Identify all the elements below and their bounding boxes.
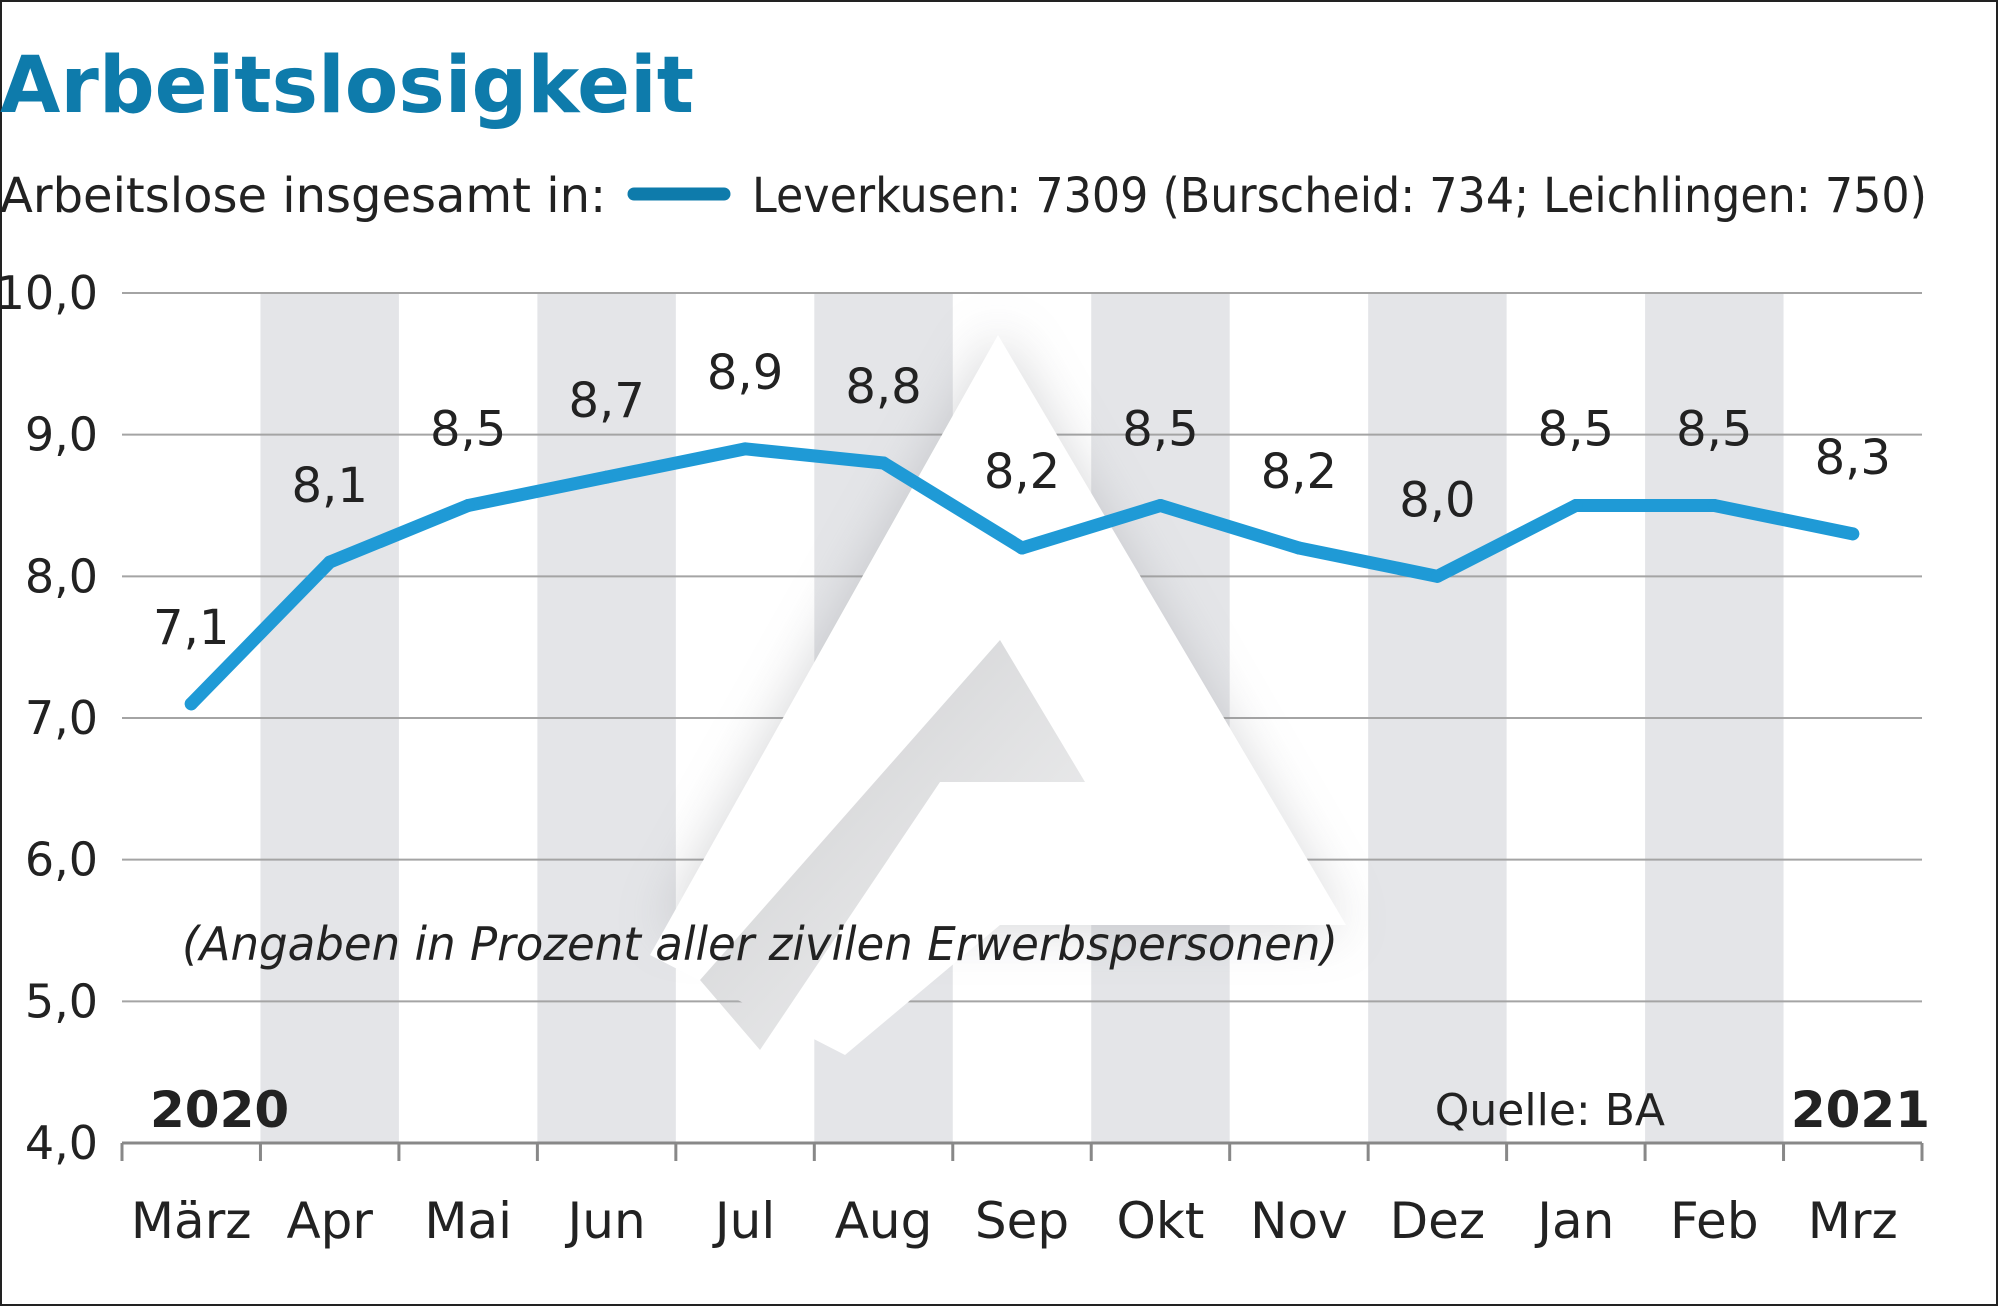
data-label-12: 8,3 <box>1815 430 1891 486</box>
year-start-label: 2020 <box>150 1081 289 1139</box>
chart-title: Arbeitslosigkeit <box>0 41 694 131</box>
data-label-5: 8,8 <box>845 359 921 415</box>
x-tick-label-9: Dez <box>1390 1192 1486 1250</box>
y-tick-label-2: 6,0 <box>25 833 98 887</box>
x-tick-label-5: Aug <box>835 1192 933 1250</box>
data-label-1: 8,1 <box>292 458 368 514</box>
x-tick-label-10: Jan <box>1534 1192 1614 1250</box>
x-tick-label-1: Apr <box>286 1192 373 1250</box>
unit-note: (Angaben in Prozent aller zivilen Erwerb… <box>182 917 1338 971</box>
x-tick-label-4: Jul <box>712 1192 775 1250</box>
data-label-4: 8,9 <box>707 345 783 401</box>
data-label-3: 8,7 <box>568 373 644 429</box>
data-label-0: 7,1 <box>153 600 229 656</box>
data-point-7 <box>1153 499 1167 512</box>
data-label-8: 8,2 <box>1261 444 1337 500</box>
year-end-label: 2021 <box>1791 1081 1930 1139</box>
source-label: Quelle: BA <box>1435 1085 1665 1136</box>
y-tick-label-3: 7,0 <box>25 691 98 745</box>
y-tick-label-0: 4,0 <box>25 1116 98 1170</box>
agency-logo-watermark <box>650 330 1346 1055</box>
data-point-12 <box>1846 527 1860 541</box>
data-point-2 <box>461 499 475 512</box>
data-label-11: 8,5 <box>1676 402 1752 458</box>
data-point-1 <box>323 555 337 569</box>
data-point-3 <box>600 470 614 484</box>
y-tick-label-1: 5,0 <box>25 974 98 1028</box>
y-tick-label-4: 8,0 <box>25 549 98 603</box>
x-tick-label-3: Jun <box>565 1192 646 1250</box>
data-point-6 <box>1015 541 1029 555</box>
x-tick-label-6: Sep <box>975 1192 1069 1250</box>
x-tick-label-12: Mrz <box>1808 1192 1898 1250</box>
y-axis: 4,0 5,0 6,0 7,0 8,0 9,0 10,0 <box>0 266 98 1170</box>
x-tick-label-8: Nov <box>1250 1192 1348 1250</box>
data-label-2: 8,5 <box>430 402 506 458</box>
data-label-9: 8,0 <box>1399 472 1475 528</box>
data-point-8 <box>1292 541 1306 555</box>
data-label-6: 8,2 <box>984 444 1060 500</box>
x-tick-label-0: März <box>131 1192 252 1250</box>
y-tick-label-5: 9,0 <box>25 408 98 462</box>
data-point-5 <box>877 456 891 470</box>
series-leverkusen <box>184 442 1860 711</box>
data-point-10 <box>1569 499 1583 512</box>
x-tick-label-11: Feb <box>1670 1192 1759 1250</box>
y-tick-label-6: 10,0 <box>0 266 98 320</box>
x-axis: März Apr Mai Jun Jul Aug Sep Okt Nov Dez Jan Feb Mrz <box>120 1141 1924 1250</box>
data-label-7: 8,5 <box>1122 402 1198 458</box>
data-point-0 <box>184 697 198 711</box>
legend-entry: Leverkusen: 7309 (Burscheid: 734; Leichl… <box>752 168 1927 224</box>
data-point-11 <box>1707 499 1721 512</box>
data-label-10: 8,5 <box>1538 402 1614 458</box>
x-tick-label-7: Okt <box>1117 1192 1205 1250</box>
data-labels: 7,1 8,1 8,5 8,7 8,9 8,8 8,2 8,5 8,2 8,0 8,5 8,5 8,3 <box>153 345 1891 656</box>
x-tick-label-2: Mai <box>424 1192 512 1250</box>
data-point-4 <box>738 442 752 456</box>
data-point-9 <box>1430 569 1444 583</box>
chart-subtitle: Arbeitslose insgesamt in: <box>0 168 606 224</box>
